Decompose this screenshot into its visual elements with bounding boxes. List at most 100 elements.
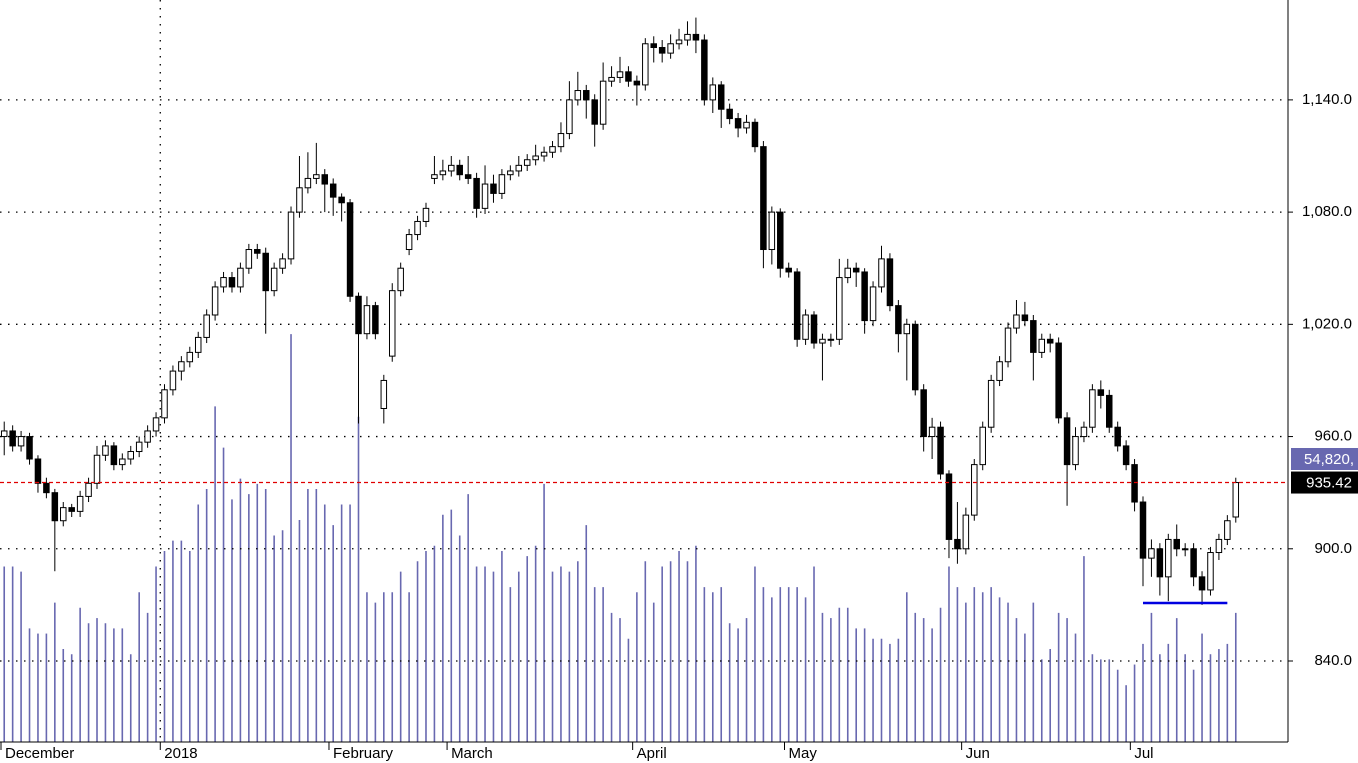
y-tick-label: 1,140.0 <box>1302 91 1352 108</box>
candle-body <box>1080 426 1088 438</box>
candle-body <box>152 417 160 432</box>
candle-body <box>363 305 371 335</box>
candle-body <box>76 495 84 512</box>
candle-body <box>591 99 598 125</box>
candle-body <box>810 314 818 344</box>
candle-body <box>574 90 582 101</box>
candle-body <box>692 33 700 41</box>
candle-body <box>793 271 801 340</box>
y-tick-label: 960.0 <box>1314 428 1352 445</box>
candle-body <box>456 164 463 176</box>
candle-body <box>144 430 151 443</box>
candle-body <box>490 183 497 194</box>
candle-body <box>439 170 447 176</box>
candle-body <box>498 174 506 194</box>
candle-body <box>971 464 978 516</box>
candle-body <box>920 389 927 438</box>
candle-body <box>262 252 269 292</box>
candle-body <box>549 146 556 153</box>
candle-body <box>313 174 320 179</box>
candle-body <box>996 361 1003 381</box>
candle-body <box>717 84 725 110</box>
candle-body <box>1215 538 1223 554</box>
x-tick-label: Jun <box>966 745 990 762</box>
candle-body <box>178 361 185 372</box>
candle-body <box>287 211 295 260</box>
candle-body <box>329 183 337 198</box>
candle-body <box>169 370 177 391</box>
candle-body <box>43 482 50 494</box>
candle-body <box>203 314 210 338</box>
candle-body <box>540 151 548 157</box>
candle-body <box>1021 314 1029 322</box>
candle-body <box>1097 389 1105 396</box>
volume-label: 54,820, <box>1304 451 1354 468</box>
candle-body <box>220 277 227 288</box>
candle-body <box>928 426 936 438</box>
candle-body <box>119 458 126 466</box>
y-tick-label: 840.0 <box>1314 652 1352 669</box>
candle-body <box>642 43 649 86</box>
candle-body <box>186 351 194 363</box>
candle-body <box>785 267 792 273</box>
candle-body <box>279 258 286 269</box>
candle-body <box>355 295 362 335</box>
candle-body <box>869 286 877 322</box>
x-tick-label: February <box>333 745 394 762</box>
last-price-label: 935.42 <box>1306 475 1352 492</box>
candle-body <box>237 267 244 288</box>
candle-body <box>1139 501 1147 559</box>
candle-body <box>650 43 657 49</box>
candle-body <box>388 290 396 357</box>
candle-body <box>60 507 67 522</box>
candle-body <box>211 286 219 316</box>
candle-body <box>608 76 615 82</box>
x-tick-label: May <box>788 745 817 762</box>
candle-body <box>827 338 835 341</box>
candle-body <box>878 258 885 288</box>
candle-body <box>1207 552 1214 591</box>
y-tick-label: 900.0 <box>1314 540 1352 557</box>
candle-body <box>684 33 691 41</box>
candle-body <box>709 84 717 101</box>
candle-body <box>405 234 413 251</box>
candle-body <box>836 277 843 340</box>
candle-body <box>633 80 641 86</box>
candle-body <box>777 211 784 269</box>
candle-body <box>701 39 708 101</box>
candle-body <box>1198 576 1206 591</box>
candle-body <box>583 90 590 101</box>
candle-body <box>1122 445 1130 466</box>
candle-body <box>937 426 944 475</box>
candle-body <box>954 538 961 550</box>
candle-body <box>945 473 953 540</box>
candle-body <box>616 71 624 78</box>
candle-body <box>346 202 354 297</box>
x-tick-label: 2018 <box>164 745 197 762</box>
candle-body <box>304 177 312 189</box>
candle-body <box>93 454 101 484</box>
candle-body <box>523 159 531 166</box>
x-tick-label: March <box>451 745 493 762</box>
candle-body <box>979 426 986 466</box>
candle-body <box>34 458 42 484</box>
candle-body <box>911 323 919 391</box>
candle-body <box>102 445 109 456</box>
candle-body <box>254 249 261 254</box>
candle-body <box>1232 482 1240 518</box>
candle-body <box>1131 464 1138 503</box>
x-tick-label: December <box>5 745 74 762</box>
candle-body <box>625 71 632 82</box>
candle-body <box>228 277 236 288</box>
candle-body <box>245 249 253 269</box>
candle-body <box>1030 320 1037 353</box>
candle-body <box>760 146 767 251</box>
candle-body <box>962 514 970 550</box>
last-price-box <box>1291 471 1358 494</box>
candle-body <box>861 271 868 322</box>
candle-body <box>903 323 911 335</box>
candle-body <box>987 379 995 428</box>
candle-body <box>566 99 573 135</box>
volume-label-box <box>1291 448 1358 470</box>
candle-body <box>1046 338 1054 344</box>
